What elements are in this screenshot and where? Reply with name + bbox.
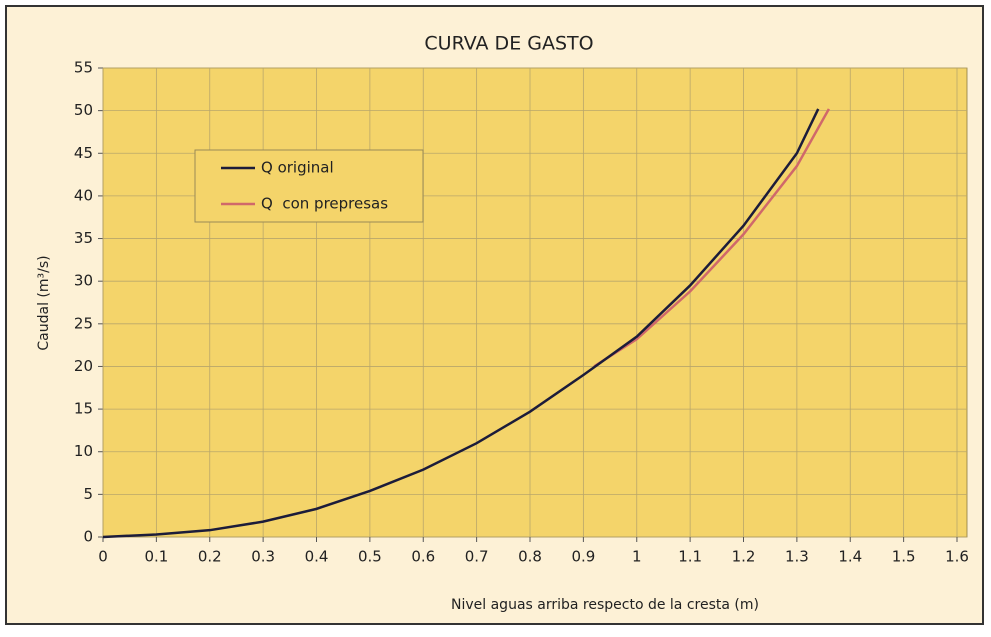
y-tick-label: 20 xyxy=(74,357,93,375)
x-tick-label: 0.1 xyxy=(144,548,168,566)
x-axis-label: Nivel aguas arriba respecto de la cresta… xyxy=(451,597,759,613)
x-tick-label: 0.4 xyxy=(305,548,329,566)
series-line xyxy=(593,108,830,368)
y-axis-label: Caudal (m³/s) xyxy=(36,255,52,350)
y-tick-label: 10 xyxy=(74,442,93,460)
x-tick-label: 0.3 xyxy=(251,548,275,566)
y-tick-label: 55 xyxy=(74,59,93,77)
legend-label: Q original xyxy=(261,159,334,177)
x-tick-label: 1.2 xyxy=(732,548,756,566)
y-tick-label: 25 xyxy=(74,314,93,332)
x-tick-label: 0.2 xyxy=(198,548,222,566)
y-tick-label: 45 xyxy=(74,144,93,162)
x-tick-label: 0.5 xyxy=(358,548,382,566)
x-tick-label: 1.5 xyxy=(892,548,916,566)
legend-label: Q con prepresas xyxy=(261,195,388,213)
chart-title: CURVA DE GASTO xyxy=(424,33,593,55)
x-tick-label: 1.3 xyxy=(785,548,809,566)
x-tick-label: 1.1 xyxy=(678,548,702,566)
y-tick-label: 40 xyxy=(74,186,93,204)
x-tick-label: 0 xyxy=(98,548,108,566)
x-tick-label: 0.8 xyxy=(518,548,542,566)
y-tick-label: 15 xyxy=(74,400,93,418)
x-tick-label: 0.7 xyxy=(465,548,489,566)
plot-area xyxy=(102,67,968,538)
x-tick-label: 1.6 xyxy=(945,548,969,566)
x-tick-label: 0.6 xyxy=(411,548,435,566)
legend-box xyxy=(194,149,424,223)
series-line xyxy=(102,108,820,539)
x-tick-label: 0.9 xyxy=(571,548,595,566)
y-tick-label: 5 xyxy=(83,485,93,503)
y-tick-label: 50 xyxy=(74,101,93,119)
y-tick-label: 30 xyxy=(74,272,93,290)
y-tick-label: 35 xyxy=(74,229,93,247)
x-tick-label: 1.4 xyxy=(838,548,862,566)
x-tick-label: 1 xyxy=(632,548,642,566)
y-tick-label: 0 xyxy=(83,528,93,546)
